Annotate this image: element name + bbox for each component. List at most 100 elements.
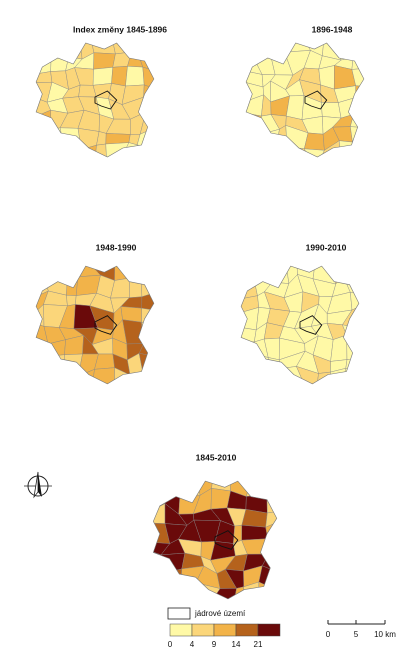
municipality [341, 266, 359, 281]
municipality [141, 321, 154, 344]
municipality [66, 276, 79, 296]
municipality [248, 370, 270, 384]
municipality [129, 276, 143, 298]
municipality [252, 266, 273, 283]
municipality [63, 353, 83, 377]
municipality [143, 84, 154, 98]
municipality [142, 367, 154, 384]
municipality [253, 43, 270, 59]
municipality [163, 481, 181, 496]
municipality [335, 43, 356, 61]
municipality [339, 140, 357, 157]
municipality [161, 568, 183, 584]
municipality [246, 140, 255, 157]
municipality [43, 142, 70, 157]
municipality [36, 350, 52, 372]
municipality [36, 142, 54, 157]
municipality [269, 43, 289, 53]
legend-swatch [257, 623, 281, 637]
core-legend-box [167, 607, 191, 620]
municipality [346, 334, 359, 361]
municipality [253, 140, 277, 157]
map-title: 1990-2010 [306, 242, 347, 252]
municipality [153, 481, 165, 492]
municipality [286, 95, 305, 120]
core-territory [214, 530, 239, 550]
legend-break: 21 [254, 640, 263, 649]
municipality [353, 97, 364, 115]
municipality [62, 142, 82, 157]
municipality [59, 127, 82, 150]
municipality [352, 43, 364, 59]
municipality [51, 43, 69, 58]
region-outline [245, 42, 365, 158]
municipality [36, 43, 52, 56]
municipality [246, 43, 258, 59]
municipality [153, 503, 166, 524]
municipality [50, 354, 65, 371]
municipality [252, 128, 280, 149]
municipality [49, 367, 65, 384]
municipality [269, 266, 290, 284]
region-outline [152, 480, 278, 600]
municipality [241, 352, 254, 374]
region-outline [35, 42, 155, 158]
municipality [246, 481, 268, 497]
municipality [241, 340, 255, 354]
municipality [153, 569, 168, 583]
region-outline [35, 265, 155, 385]
municipality [140, 266, 154, 280]
scale-bar [327, 620, 386, 625]
scale-label: 5 [354, 630, 359, 639]
municipality [91, 367, 115, 384]
municipality [120, 43, 139, 53]
core-territory [304, 90, 328, 110]
map-title: 1948-1990 [96, 242, 137, 252]
municipality [36, 370, 51, 384]
municipality [135, 144, 154, 157]
municipality [136, 43, 154, 60]
municipality [241, 307, 260, 331]
municipality [92, 67, 114, 86]
municipality [66, 266, 79, 285]
legend-label: jádrové území [194, 609, 246, 618]
scale-label: 0 [326, 630, 331, 639]
municipality [114, 266, 130, 281]
municipality [246, 126, 262, 148]
legend-swatch [191, 623, 215, 637]
municipality [36, 49, 52, 75]
municipality [66, 294, 77, 307]
municipality [176, 481, 201, 496]
municipality [342, 324, 359, 336]
municipality [284, 43, 311, 53]
municipality [241, 524, 268, 541]
municipality [350, 126, 364, 150]
map-title: 1845-2010 [196, 452, 237, 462]
map-title: 1896-1948 [312, 24, 353, 34]
municipality [127, 266, 143, 279]
legend-swatch [169, 623, 193, 637]
municipality [321, 102, 342, 119]
municipality [111, 65, 128, 87]
municipality [36, 71, 53, 83]
legend-break: 14 [232, 640, 241, 649]
core-territory [299, 315, 323, 335]
core-territory [94, 90, 118, 110]
legend-break: 0 [168, 640, 173, 649]
municipality [44, 266, 70, 284]
municipality [58, 366, 84, 384]
municipality [176, 582, 198, 599]
municipality [258, 581, 277, 599]
municipality [267, 368, 287, 384]
municipality [125, 65, 145, 87]
municipality [352, 141, 364, 157]
municipality [267, 534, 277, 555]
legend-swatch [235, 623, 259, 637]
legend-break: 9 [212, 640, 217, 649]
legend-break: 4 [190, 640, 195, 649]
municipality [246, 112, 262, 135]
municipality [241, 370, 254, 384]
core-territory [94, 315, 118, 335]
municipality [36, 266, 50, 284]
